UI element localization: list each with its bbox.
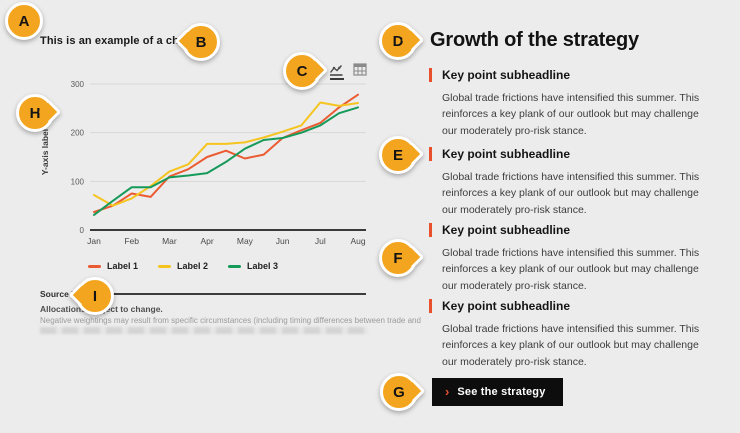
svg-text:Jul: Jul [315, 236, 326, 246]
legend-label: Label 2 [177, 261, 209, 271]
svg-text:Feb: Feb [124, 236, 139, 246]
key-point-body: Global trade frictions have intensified … [442, 171, 700, 216]
key-point-body: Global trade frictions have intensified … [442, 92, 700, 137]
legend-label: Label 1 [107, 261, 139, 271]
annotation-marker-i[interactable]: I [68, 277, 114, 315]
table-icon [353, 63, 367, 76]
footnote-line-2: Negative weightings may result from spec… [40, 316, 421, 325]
key-point-headline: Key point subheadline [442, 299, 571, 313]
see-strategy-button[interactable]: › See the strategy [432, 378, 563, 406]
svg-text:Apr: Apr [200, 236, 213, 246]
svg-text:Jan: Jan [87, 236, 101, 246]
chart-legend: Label 1 Label 2 Label 3 [88, 261, 278, 271]
key-point-body: Global trade frictions have intensified … [442, 323, 700, 368]
source-row: Source R [40, 289, 366, 299]
svg-text:Jun: Jun [276, 236, 290, 246]
key-point-headline: Key point subheadline [442, 147, 571, 161]
chart-view-toggle[interactable] [329, 63, 344, 80]
chevron-right-icon: › [445, 384, 450, 399]
annotation-marker-g[interactable]: G [380, 373, 426, 411]
annotation-marker-d[interactable]: D [379, 22, 425, 60]
annotation-marker-b[interactable]: B [174, 23, 220, 61]
annotation-marker-f[interactable]: F [379, 239, 425, 277]
accent-bar [429, 223, 432, 237]
legend-item[interactable]: Label 1 [88, 261, 138, 271]
page-title: Growth of the strategy [430, 29, 639, 51]
annotation-marker-a[interactable]: A [5, 2, 43, 40]
key-point-block: Key point subheadline Global trade frict… [429, 299, 705, 370]
legend-item[interactable]: Label 3 [228, 261, 278, 271]
svg-text:100: 100 [71, 177, 85, 186]
svg-text:0: 0 [80, 226, 85, 235]
svg-text:Mar: Mar [162, 236, 177, 246]
source-divider [85, 293, 366, 295]
annotation-marker-e[interactable]: E [379, 136, 425, 174]
svg-text:Aug: Aug [350, 236, 365, 246]
accent-bar [429, 299, 432, 313]
annotation-marker-h[interactable]: H [16, 94, 62, 132]
legend-swatch-icon [88, 264, 101, 268]
svg-text:200: 200 [71, 129, 85, 138]
key-point-headline: Key point subheadline [442, 68, 571, 82]
line-chart: Y-axis label 0 100 200 300 Jan Feb Mar Apr May Ju… [40, 80, 366, 246]
key-point-headline: Key point subheadline [442, 223, 571, 237]
svg-text:300: 300 [71, 80, 85, 89]
source-label: Source R [40, 289, 78, 299]
key-point-block: Key point subheadline Global trade frict… [429, 223, 705, 294]
y-axis-label: Y-axis label [40, 129, 50, 175]
legend-label: Label 3 [247, 261, 279, 271]
key-point-block: Key point subheadline Global trade frict… [429, 68, 705, 139]
chart-title: This is an example of a chart title [40, 35, 217, 47]
footnote-faded-line [40, 327, 368, 334]
accent-bar [429, 147, 432, 161]
key-point-block: Key point subheadline Global trade frict… [429, 147, 705, 218]
legend-swatch-icon [228, 264, 242, 268]
table-view-toggle[interactable] [353, 63, 367, 76]
chart-view-toggles [329, 63, 367, 80]
legend-item[interactable]: Label 2 [158, 261, 208, 271]
accent-bar [429, 68, 432, 82]
cta-label: See the strategy [457, 385, 546, 398]
legend-swatch-icon [158, 264, 172, 268]
svg-text:May: May [237, 236, 254, 246]
key-point-body: Global trade frictions have intensified … [442, 247, 700, 292]
line-chart-icon [329, 65, 343, 76]
annotation-marker-c[interactable]: C [283, 52, 329, 90]
active-toggle-indicator [329, 78, 344, 80]
